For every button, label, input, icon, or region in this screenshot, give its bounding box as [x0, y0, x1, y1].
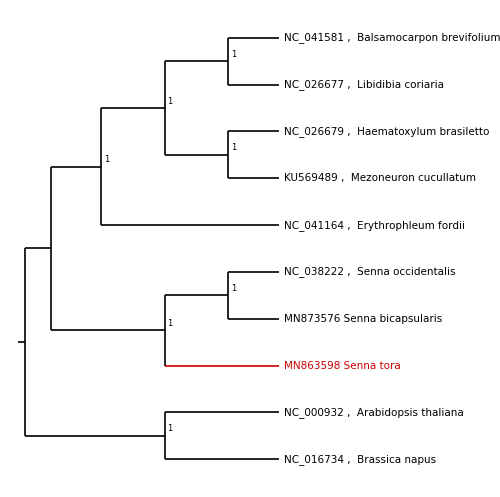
Text: MN873576 Senna bicapsularis: MN873576 Senna bicapsularis [284, 314, 442, 324]
Text: 1: 1 [231, 284, 236, 293]
Text: NC_026679 ,  Haematoxylum brasiletto: NC_026679 , Haematoxylum brasiletto [284, 126, 490, 137]
Text: MN863598 Senna tora: MN863598 Senna tora [284, 361, 401, 371]
Text: 1: 1 [104, 155, 110, 164]
Text: 1: 1 [168, 96, 172, 106]
Text: 1: 1 [168, 319, 172, 328]
Text: KU569489 ,  Mezoneuron cucullatum: KU569489 , Mezoneuron cucullatum [284, 173, 476, 183]
Text: 1: 1 [168, 424, 172, 433]
Text: NC_026677 ,  Libidibia coriaria: NC_026677 , Libidibia coriaria [284, 79, 444, 90]
Text: NC_016734 ,  Brassica napus: NC_016734 , Brassica napus [284, 454, 436, 465]
Text: 1: 1 [231, 50, 236, 59]
Text: 1: 1 [231, 144, 236, 153]
Text: NC_038222 ,  Senna occidentalis: NC_038222 , Senna occidentalis [284, 266, 456, 277]
Text: NC_041164 ,  Erythrophleum fordii: NC_041164 , Erythrophleum fordii [284, 220, 466, 231]
Text: NC_041581 ,  Balsamocarpon brevifolium: NC_041581 , Balsamocarpon brevifolium [284, 32, 500, 43]
Text: NC_000932 ,  Arabidopsis thaliana: NC_000932 , Arabidopsis thaliana [284, 407, 464, 418]
